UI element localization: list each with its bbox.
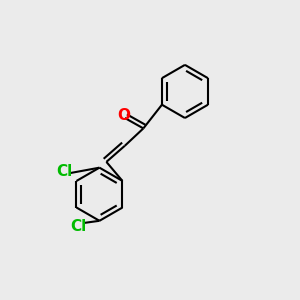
Text: Cl: Cl — [57, 164, 73, 178]
Text: Cl: Cl — [70, 219, 87, 234]
Text: O: O — [117, 108, 130, 123]
